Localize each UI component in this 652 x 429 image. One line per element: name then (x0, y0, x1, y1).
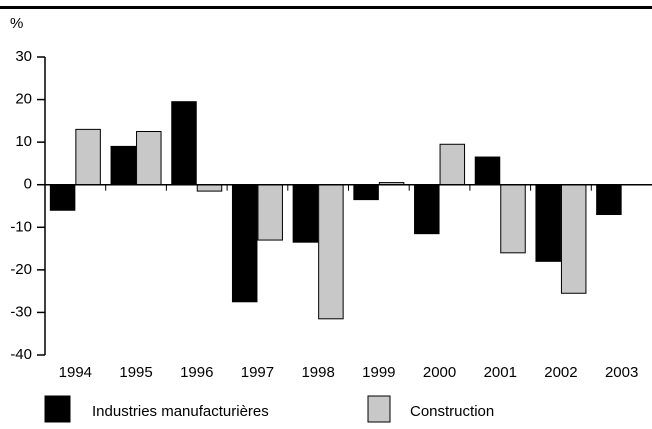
y-tick-label: 10 (15, 133, 32, 150)
bar (414, 184, 440, 235)
y-tick-label: 0 (24, 176, 32, 193)
bar (75, 128, 101, 186)
bar (49, 184, 76, 211)
legend-swatch (367, 395, 391, 423)
bar (110, 145, 137, 186)
bar (500, 184, 526, 254)
x-tick-label: 1994 (59, 364, 92, 381)
bar (560, 184, 587, 294)
x-tick-label: 2002 (544, 364, 577, 381)
y-tick-label: 30 (15, 48, 32, 65)
bar (171, 101, 197, 186)
x-tick-label: 1999 (362, 364, 395, 381)
x-tick-label: 2003 (605, 364, 638, 381)
y-tick-label: -10 (10, 218, 32, 235)
y-tick-label: 20 (15, 91, 32, 108)
legend-swatch (44, 395, 71, 423)
bar (196, 184, 223, 192)
bar (474, 156, 501, 186)
legend-label: Industries manufacturières (92, 403, 269, 420)
bar (535, 184, 561, 262)
y-axis-label: % (10, 15, 23, 32)
y-tick-label: -40 (10, 346, 32, 363)
x-tick-label: 2000 (423, 364, 456, 381)
bar (292, 184, 319, 243)
bar (439, 143, 466, 186)
y-tick-label: -20 (10, 261, 32, 278)
bar (353, 184, 379, 201)
legend-label: Construction (410, 403, 494, 420)
bar (231, 184, 258, 303)
y-tick-label: -30 (10, 303, 32, 320)
x-tick-label: 1995 (119, 364, 152, 381)
x-tick-label: 1998 (301, 364, 334, 381)
x-tick-label: 2001 (484, 364, 517, 381)
bar (136, 131, 162, 186)
bar (257, 184, 283, 241)
x-tick-label: 1996 (180, 364, 213, 381)
bar (596, 184, 622, 216)
top-rule (0, 6, 652, 9)
x-tick-label: 1997 (241, 364, 274, 381)
bar (318, 184, 344, 320)
